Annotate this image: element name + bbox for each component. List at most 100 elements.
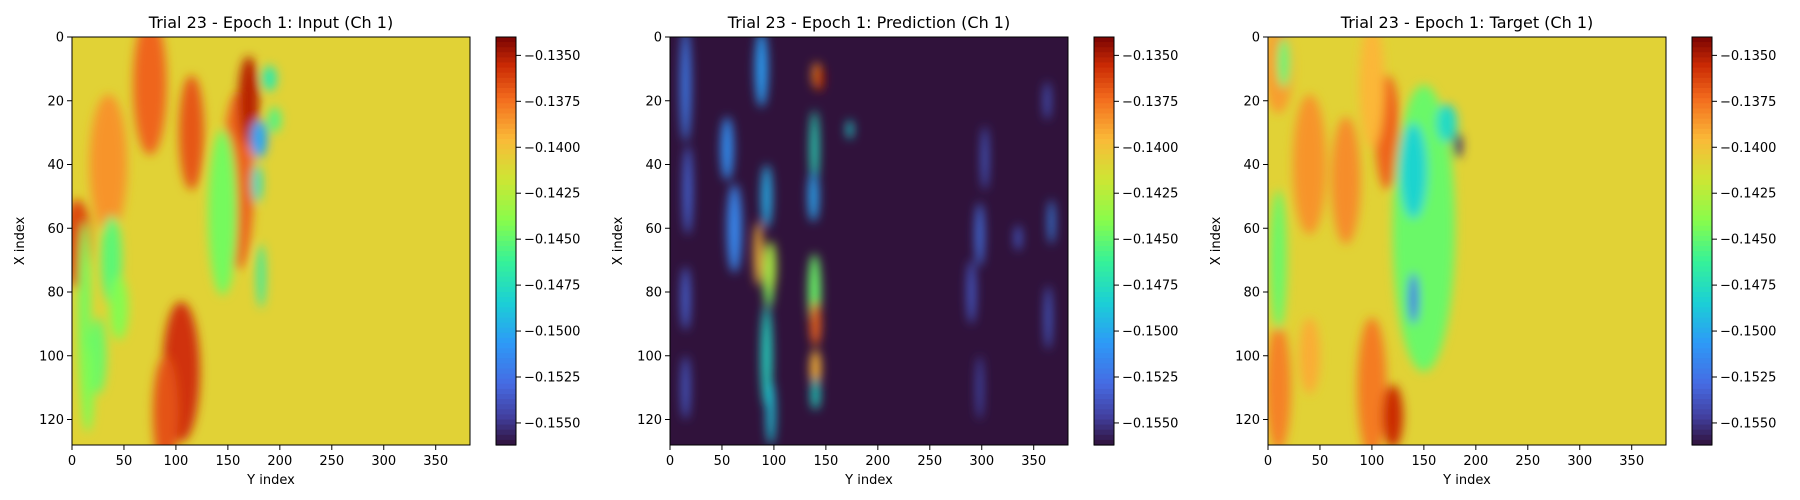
colorbar-segment [496,230,516,237]
colorbar-segment [1692,424,1712,431]
colorbar-segment [1094,276,1114,283]
colorbar-segment [1094,123,1114,130]
colorbar-segment [1692,378,1712,385]
colorbar-segment [1692,332,1712,339]
colorbar-segment [496,424,516,431]
colorbar-segment [496,409,516,415]
colorbar-segment [1692,144,1712,150]
colorbar-segment [1094,297,1114,303]
colorbar-segment [1692,98,1712,104]
colorbar-segment [496,139,516,145]
colorbar-segment [1094,154,1114,160]
colorbar-tick-label: −0.1450 [1122,233,1178,248]
colorbar-segment [496,159,516,166]
colorbar-segment [1094,169,1114,176]
y-tick-label: 0 [654,31,662,46]
x-tick-label: 150 [215,454,240,469]
colorbar-tick-label: −0.1350 [524,49,580,64]
colorbar-segment [1094,108,1114,115]
colorbar-tick-label: −0.1500 [1122,325,1178,340]
colorbar-segment [496,205,516,211]
colorbar-segment [496,241,516,247]
colorbar-segment [1094,383,1114,390]
colorbar-segment [1094,337,1114,344]
colorbar-segment [1094,424,1114,431]
colorbar-segment [1692,164,1712,171]
colorbar-segment [496,195,516,201]
colorbar-segment [496,286,516,293]
colorbar-segment [496,276,516,283]
colorbar-frame [495,36,517,446]
heatmap-feature [976,355,983,420]
colorbar-segment [496,246,516,252]
colorbar-segment [1692,251,1712,257]
colorbar-segment [496,72,516,79]
heatmap-feature [109,276,129,340]
colorbar-segment [1094,215,1114,222]
colorbar-segment [496,307,516,313]
colorbar-segment [496,388,516,395]
heatmap-feature [251,164,263,203]
colorbar-segment [496,399,516,405]
colorbar-segment [1692,190,1712,196]
x-tick-label: 0 [68,454,76,469]
colorbar-segment [1094,128,1114,135]
colorbar-segment [1692,82,1712,89]
colorbar-segment [1692,317,1712,324]
colorbar-segment [496,47,516,53]
colorbar-segment [1094,261,1114,268]
x-tick-label: 200 [1463,454,1488,469]
colorbar-segment [1094,353,1114,359]
colorbar-segment [496,77,516,84]
colorbar-segment [1094,62,1114,69]
x-tick-label: 100 [1360,454,1385,469]
heatmap-background [1268,37,1666,445]
colorbar-segment [1692,37,1712,43]
colorbar-tick-label: −0.1475 [1720,279,1776,294]
x-axis-label: Y index [844,473,893,488]
y-tick-label: 80 [645,286,662,301]
colorbar-segment [1692,266,1712,273]
heatmap-feature [238,56,260,146]
colorbar-segment [1692,281,1712,288]
colorbar-segment [1094,164,1114,171]
colorbar-segment [1094,368,1114,375]
colorbar: −0.1350 −0.1375 −0.1400 −0.1425 −0.1450 −0.14… [1691,36,1776,446]
colorbar-segment [496,317,516,324]
heatmap-feature [1408,272,1419,324]
colorbar-segment [1692,108,1712,115]
heatmap-feature [1270,190,1287,331]
y-tick-label: 40 [645,158,662,173]
colorbar-tick-label: −0.1425 [1122,187,1178,202]
colorbar-segment [1692,67,1712,74]
colorbar-tick-label: −0.1375 [1720,95,1776,110]
y-axis-label: X index [1209,216,1224,265]
colorbar-segment [496,353,516,359]
colorbar-segment [1094,404,1114,410]
y-tick-label: 0 [56,31,64,46]
colorbar: −0.1350 −0.1375 −0.1400 −0.1425 −0.1450 −0.14… [1093,36,1178,446]
heatmap-feature [765,241,776,292]
colorbar-segment [1094,358,1114,364]
colorbar-segment [1692,103,1712,109]
colorbar-segment [1094,149,1114,155]
chart-title: Trial 23 - Epoch 1: Target (Ch 1) [1340,13,1593,32]
colorbar-frame [1093,36,1115,446]
heatmap-feature [1454,132,1463,159]
colorbar-tick-label: −0.1500 [1720,325,1776,340]
heatmap-feature [1399,123,1427,219]
x-tick-label: 0 [1264,454,1272,469]
x-tick-label: 250 [319,454,344,469]
heatmap-panel-3: Trial 23 - Epoch 1: Target (Ch 1) 0 50 100 1… [1209,13,1776,488]
colorbar-segment [496,184,516,191]
colorbar-segment [496,358,516,364]
colorbar-segment [496,149,516,155]
colorbar-segment [496,281,516,288]
colorbar-tick-label: −0.1450 [524,233,580,248]
colorbar-segment [1692,337,1712,344]
colorbar: −0.1350 −0.1375 −0.1400 −0.1425 −0.1450 −0.14… [495,36,580,446]
colorbar-segment [496,271,516,278]
colorbar-segment [1094,307,1114,313]
colorbar-tick-label: −0.1400 [1720,141,1776,156]
colorbar-segment [496,343,516,349]
